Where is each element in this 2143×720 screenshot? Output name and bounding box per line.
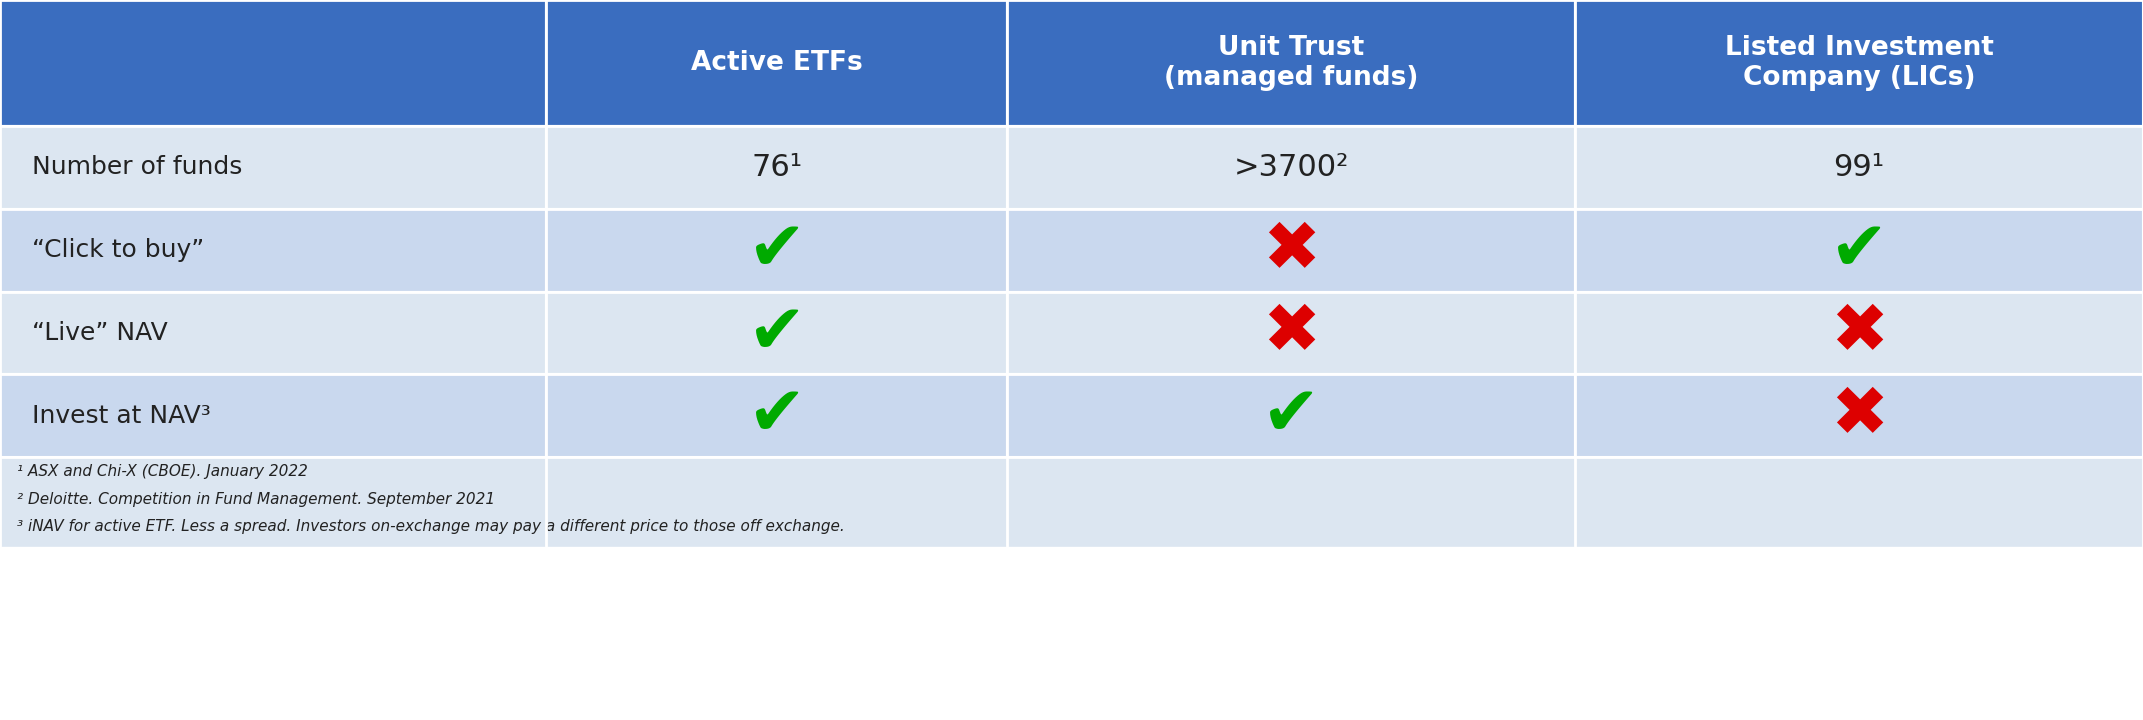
FancyBboxPatch shape <box>0 209 546 292</box>
Text: Invest at NAV³: Invest at NAV³ <box>32 404 210 428</box>
FancyBboxPatch shape <box>546 374 1007 457</box>
FancyBboxPatch shape <box>546 0 1007 126</box>
Text: “Click to buy”: “Click to buy” <box>32 238 204 262</box>
FancyBboxPatch shape <box>0 457 2143 547</box>
Text: ✔: ✔ <box>748 300 806 366</box>
FancyBboxPatch shape <box>1575 126 2143 209</box>
FancyBboxPatch shape <box>1575 0 2143 126</box>
Text: Number of funds: Number of funds <box>32 156 242 179</box>
Text: ✖: ✖ <box>1262 217 1320 284</box>
Text: Unit Trust
(managed funds): Unit Trust (managed funds) <box>1164 35 1419 91</box>
Text: 76¹: 76¹ <box>752 153 801 182</box>
Text: ✔: ✔ <box>748 382 806 449</box>
FancyBboxPatch shape <box>1007 209 1575 292</box>
FancyBboxPatch shape <box>0 126 546 209</box>
Text: ✔: ✔ <box>748 217 806 284</box>
Text: ² Deloitte. Competition in Fund Management. September 2021: ² Deloitte. Competition in Fund Manageme… <box>17 492 495 507</box>
Text: ✔: ✔ <box>1830 217 1888 284</box>
FancyBboxPatch shape <box>1007 126 1575 209</box>
FancyBboxPatch shape <box>1575 374 2143 457</box>
FancyBboxPatch shape <box>0 292 546 374</box>
FancyBboxPatch shape <box>1007 292 1575 374</box>
FancyBboxPatch shape <box>0 0 546 126</box>
Text: ✖: ✖ <box>1830 300 1888 366</box>
Text: ✔: ✔ <box>1262 382 1320 449</box>
Text: 99¹: 99¹ <box>1834 153 1884 182</box>
FancyBboxPatch shape <box>1007 0 1575 126</box>
FancyBboxPatch shape <box>0 374 546 457</box>
FancyBboxPatch shape <box>1007 374 1575 457</box>
Text: ¹ ASX and Chi-X (CBOE). January 2022: ¹ ASX and Chi-X (CBOE). January 2022 <box>17 464 309 480</box>
Text: “Live” NAV: “Live” NAV <box>32 321 167 345</box>
FancyBboxPatch shape <box>546 292 1007 374</box>
Text: ✖: ✖ <box>1830 382 1888 449</box>
Text: Active ETFs: Active ETFs <box>690 50 864 76</box>
FancyBboxPatch shape <box>1575 209 2143 292</box>
Text: ³ iNAV for active ETF. Less a spread. Investors on-exchange may pay a different : ³ iNAV for active ETF. Less a spread. In… <box>17 519 844 534</box>
FancyBboxPatch shape <box>546 126 1007 209</box>
FancyBboxPatch shape <box>1575 292 2143 374</box>
Text: >3700²: >3700² <box>1234 153 1348 182</box>
Text: Listed Investment
Company (LICs): Listed Investment Company (LICs) <box>1725 35 1993 91</box>
Text: ✖: ✖ <box>1262 300 1320 366</box>
FancyBboxPatch shape <box>546 209 1007 292</box>
